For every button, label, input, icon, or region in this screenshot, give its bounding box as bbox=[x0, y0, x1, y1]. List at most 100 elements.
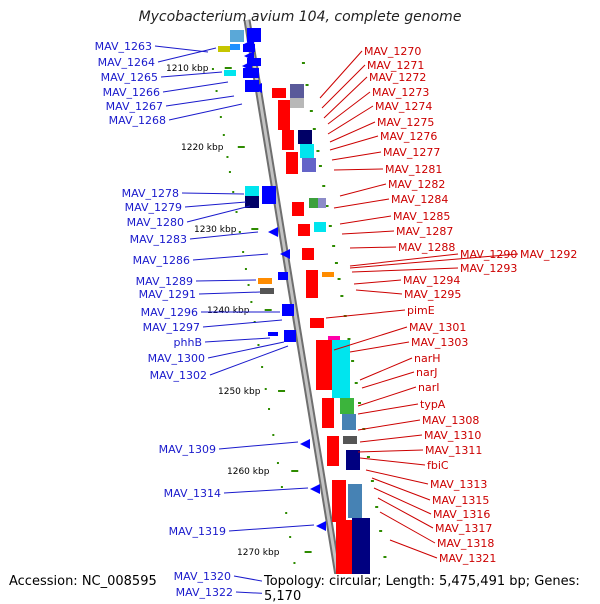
track-tick-reverse bbox=[272, 434, 275, 436]
gene-forward bbox=[332, 480, 346, 522]
gene-label-right: MAV_1311 bbox=[425, 444, 482, 457]
leader-line bbox=[192, 253, 269, 261]
track-tick-forward bbox=[301, 62, 305, 64]
scale-label: 1250 kbp bbox=[218, 387, 261, 397]
gene-forward bbox=[290, 84, 304, 100]
track-tick-reverse bbox=[226, 156, 229, 158]
gene-reverse bbox=[230, 44, 240, 50]
track-tick-forward bbox=[328, 225, 332, 227]
gene-reverse bbox=[260, 288, 274, 294]
track-tick-reverse bbox=[280, 486, 283, 488]
track-tick-forward bbox=[309, 110, 313, 112]
gene-reverse bbox=[252, 83, 262, 93]
gene-label-left: MAV_1283 bbox=[130, 233, 187, 246]
gene-reverse bbox=[244, 51, 254, 61]
gene-label-right: MAV_1295 bbox=[404, 288, 461, 301]
track-tick-reverse bbox=[235, 211, 238, 213]
gene-forward bbox=[310, 318, 324, 328]
gene-reverse bbox=[278, 272, 288, 280]
leader-line bbox=[359, 357, 413, 381]
gene-forward bbox=[302, 248, 314, 260]
gene-label-right: MAV_1316 bbox=[433, 508, 490, 521]
track-tick-reverse bbox=[244, 268, 247, 270]
gene-label-right: MAV_1281 bbox=[385, 163, 442, 176]
gene-label-left: MAV_1322 bbox=[176, 586, 233, 599]
gene-reverse bbox=[262, 186, 276, 204]
leader-line bbox=[319, 50, 363, 99]
leader-line bbox=[207, 341, 285, 359]
gene-forward bbox=[340, 398, 354, 414]
gene-forward bbox=[282, 130, 294, 150]
gene-forward bbox=[343, 436, 357, 444]
track-tick-reverse bbox=[276, 462, 279, 464]
gene-reverse bbox=[247, 28, 261, 42]
leader-line bbox=[349, 253, 519, 269]
gene-label-right: typA bbox=[420, 398, 446, 411]
track-tick-forward bbox=[370, 480, 374, 482]
gene-reverse bbox=[244, 39, 254, 49]
gene-forward bbox=[328, 336, 340, 340]
track-tick-reverse bbox=[222, 134, 225, 136]
leader-line bbox=[379, 511, 436, 544]
gene-reverse bbox=[245, 196, 259, 208]
leader-line bbox=[377, 497, 434, 529]
scale-tick bbox=[304, 551, 312, 553]
gene-label-right: MAV_1301 bbox=[409, 321, 466, 334]
gene-reverse bbox=[230, 30, 244, 42]
leader-line bbox=[371, 477, 431, 501]
gene-label-left: MAV_1314 bbox=[164, 487, 221, 500]
gene-label-right: MAV_1294 bbox=[403, 274, 460, 287]
leader-line bbox=[184, 201, 247, 208]
gene-label-right: MAV_1274 bbox=[375, 100, 432, 113]
gene-forward bbox=[292, 202, 304, 216]
gene-label-right: MAV_1315 bbox=[432, 494, 489, 507]
track-tick-forward bbox=[316, 150, 320, 152]
track-tick-reverse bbox=[285, 512, 288, 514]
gene-forward bbox=[302, 158, 316, 172]
leader-line bbox=[321, 64, 366, 109]
gene-label-right: narH bbox=[414, 352, 441, 365]
gene-label-left: MAV_1265 bbox=[101, 71, 158, 84]
gene-label-right: MAV_1318 bbox=[437, 537, 494, 550]
gene-label-right: narJ bbox=[416, 366, 437, 379]
gene-label-left: MAV_1296 bbox=[141, 306, 198, 319]
track-tick-reverse bbox=[219, 116, 222, 118]
track-tick-reverse bbox=[261, 366, 264, 368]
gene-label-left: MAV_1320 bbox=[174, 570, 231, 583]
leader-line bbox=[365, 469, 429, 485]
scale-tick bbox=[224, 67, 232, 69]
track-tick-forward bbox=[347, 338, 351, 340]
gene-label-right: MAV_1275 bbox=[377, 116, 434, 129]
scale-tick bbox=[291, 470, 299, 472]
track-tick-reverse bbox=[215, 90, 218, 92]
track-tick-forward bbox=[383, 556, 387, 558]
gene-label-left: MAV_1309 bbox=[159, 443, 216, 456]
gene-label-right: MAV_1293 bbox=[460, 262, 517, 275]
gene-reverse bbox=[268, 332, 278, 336]
leader-line bbox=[333, 198, 390, 209]
gene-forward bbox=[286, 152, 298, 174]
gene-label-right: MAV_1276 bbox=[380, 130, 437, 143]
track-tick-forward bbox=[332, 245, 336, 247]
leader-line bbox=[359, 434, 423, 443]
gene-label-left: MAV_1280 bbox=[127, 216, 184, 229]
leader-line bbox=[351, 267, 459, 273]
scale-label: 1260 kbp bbox=[227, 467, 270, 477]
leader-line bbox=[329, 121, 376, 143]
track-tick-reverse bbox=[268, 408, 271, 410]
gene-reverse bbox=[243, 44, 255, 52]
leader-line bbox=[195, 279, 257, 282]
gene-label-right: MAV_1321 bbox=[439, 552, 496, 565]
scale-label: 1270 kbp bbox=[237, 548, 280, 558]
gene-label-left: MAV_1319 bbox=[169, 525, 226, 538]
scale-tick bbox=[251, 228, 259, 230]
leader-line bbox=[353, 279, 402, 285]
track-tick-reverse bbox=[250, 301, 253, 303]
gene-label-left: MAV_1286 bbox=[133, 254, 190, 267]
leader-line bbox=[157, 47, 217, 63]
leader-line bbox=[357, 419, 421, 431]
leader-line bbox=[333, 168, 384, 171]
gene-forward bbox=[322, 398, 334, 428]
accession-text: Accession: NC_008595 bbox=[9, 574, 157, 589]
gene-label-left: MAV_1302 bbox=[150, 369, 207, 382]
